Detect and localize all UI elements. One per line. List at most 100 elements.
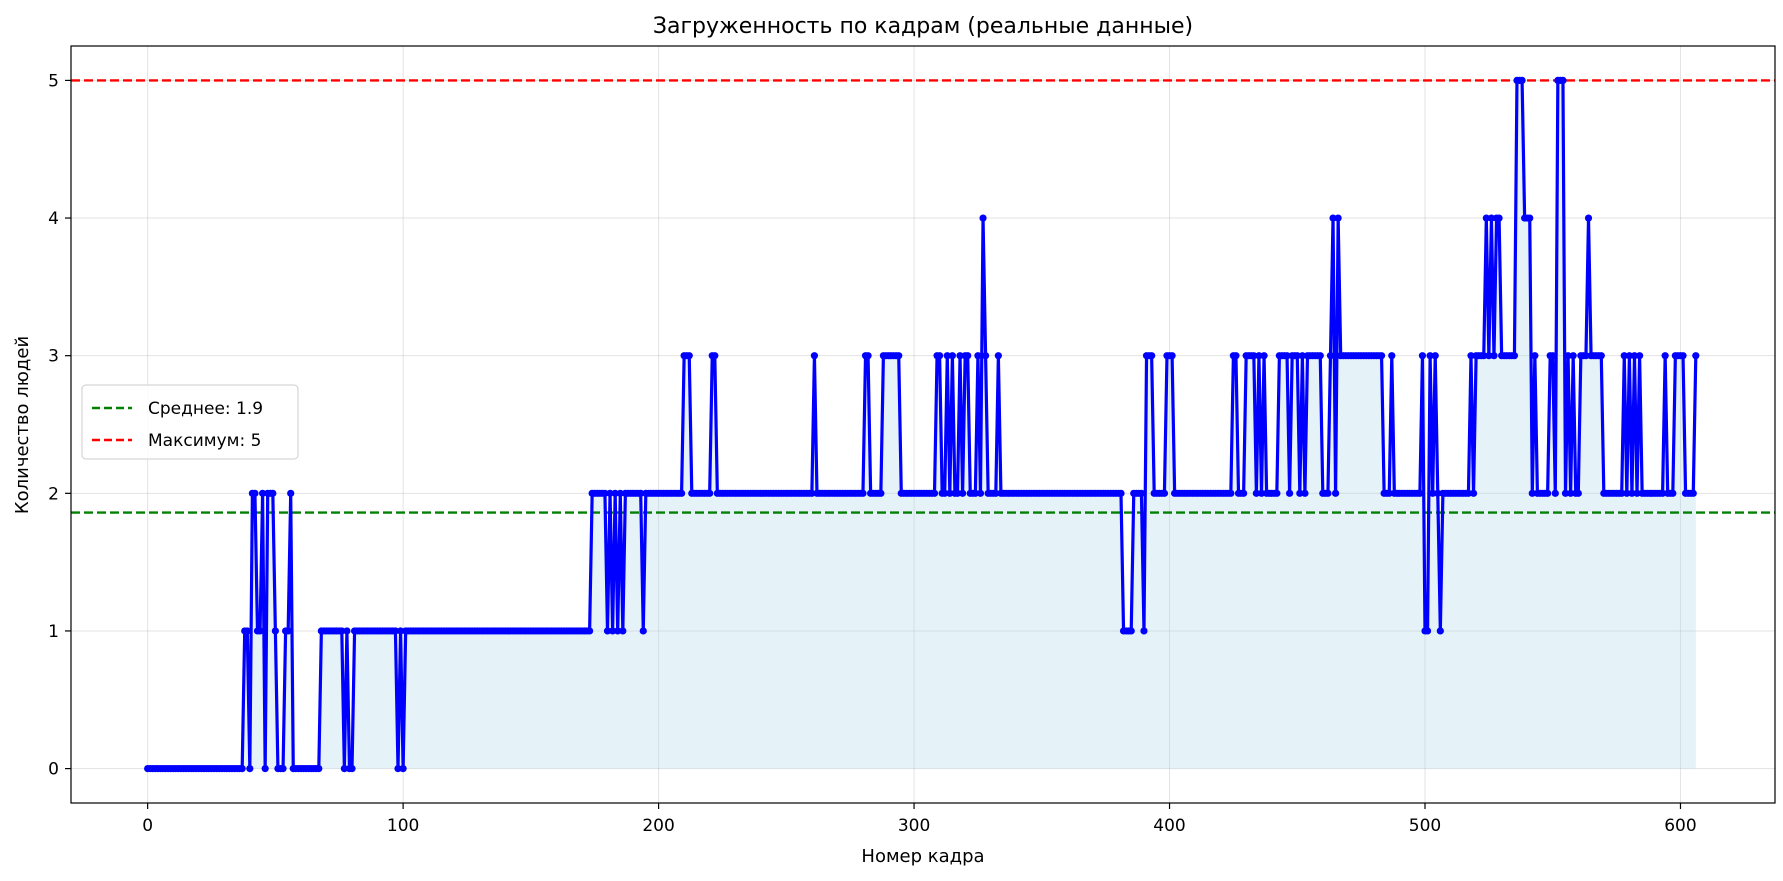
data-point xyxy=(1618,489,1626,497)
data-point xyxy=(1260,352,1268,360)
data-point xyxy=(1597,352,1605,360)
data-point xyxy=(1416,489,1424,497)
data-point xyxy=(609,627,617,635)
data-point xyxy=(1625,352,1633,360)
x-tick-label: 0 xyxy=(142,816,153,836)
series-markers xyxy=(144,76,1700,773)
data-point xyxy=(1168,352,1176,360)
data-point xyxy=(1250,352,1258,360)
data-point xyxy=(399,764,407,773)
y-axis-ticks: 0 1 2 3 4 5 xyxy=(48,71,71,780)
data-point xyxy=(1574,489,1582,497)
data-point xyxy=(1324,489,1332,497)
data-point xyxy=(1296,489,1304,497)
data-point xyxy=(1487,214,1496,222)
plot-frame xyxy=(70,45,1776,804)
y-tick-label: 3 xyxy=(48,347,59,367)
data-point xyxy=(1482,214,1490,222)
data-point xyxy=(976,489,985,497)
data-point xyxy=(1480,352,1488,360)
y-tick-label: 2 xyxy=(48,484,59,504)
data-point xyxy=(1464,489,1473,497)
x-tick-label: 200 xyxy=(642,816,674,836)
data-point xyxy=(394,764,402,773)
data-point xyxy=(1240,489,1248,497)
data-point xyxy=(315,764,323,773)
data-point xyxy=(1326,352,1335,360)
data-point xyxy=(1485,352,1493,360)
data-point xyxy=(1423,627,1432,635)
reference-lines xyxy=(71,79,1775,514)
data-point xyxy=(619,627,627,635)
data-point xyxy=(1286,489,1294,497)
data-point xyxy=(1257,489,1266,497)
data-point xyxy=(711,352,719,360)
data-point xyxy=(1137,489,1146,497)
data-point xyxy=(810,352,819,360)
data-point xyxy=(1661,352,1669,360)
data-point xyxy=(614,627,622,635)
data-point xyxy=(639,627,647,635)
data-point xyxy=(611,489,619,497)
data-point xyxy=(1692,352,1700,360)
data-point xyxy=(343,627,351,635)
y-tick-label: 4 xyxy=(48,209,59,229)
data-point xyxy=(994,352,1002,360)
data-point xyxy=(808,489,816,497)
data-point xyxy=(706,489,714,497)
data-point xyxy=(246,764,254,773)
data-point xyxy=(1316,352,1324,360)
data-point xyxy=(616,489,624,497)
data-point xyxy=(637,489,645,497)
x-tick-label: 100 xyxy=(387,816,419,836)
data-point xyxy=(1623,489,1631,497)
data-point xyxy=(1549,352,1557,360)
data-point xyxy=(1273,489,1281,497)
data-point xyxy=(1669,489,1677,497)
data-point xyxy=(1377,352,1386,360)
data-point xyxy=(1469,489,1478,497)
x-tick-label: 300 xyxy=(898,816,930,836)
x-axis-label: Номер кадра xyxy=(861,846,984,867)
data-point xyxy=(930,489,939,497)
data-point xyxy=(251,489,259,497)
data-point xyxy=(396,627,405,635)
data-point xyxy=(1531,352,1539,360)
data-point xyxy=(1559,76,1567,85)
data-point xyxy=(1658,489,1667,497)
data-point xyxy=(338,627,346,635)
data-point xyxy=(340,764,348,773)
data-point xyxy=(895,352,903,360)
data-point xyxy=(1388,352,1396,360)
data-point xyxy=(243,627,251,635)
data-point xyxy=(1636,352,1644,360)
data-point xyxy=(992,489,1000,497)
data-point xyxy=(1495,214,1503,222)
data-point xyxy=(1434,489,1442,497)
data-point xyxy=(1518,76,1526,85)
legend: Среднее: 1.9 Максимум: 5 xyxy=(81,384,299,460)
area-fill xyxy=(147,80,1696,769)
data-point xyxy=(1630,352,1639,360)
data-point xyxy=(864,352,872,360)
data-point xyxy=(1117,489,1125,497)
y-tick-label: 1 xyxy=(48,622,59,642)
data-point xyxy=(1418,352,1427,360)
data-point xyxy=(1582,352,1590,360)
y-tick-label: 0 xyxy=(48,760,59,780)
data-point xyxy=(1293,352,1301,360)
data-point xyxy=(1564,352,1572,360)
y-tick-label: 5 xyxy=(48,71,59,91)
data-point xyxy=(959,489,967,497)
data-point xyxy=(1561,489,1570,497)
data-point xyxy=(946,489,954,497)
x-tick-label: 600 xyxy=(1664,816,1696,836)
data-point xyxy=(279,764,287,773)
data-point xyxy=(1329,214,1337,222)
data-point xyxy=(859,489,867,497)
data-point xyxy=(1551,489,1559,497)
data-point xyxy=(271,627,279,635)
data-point xyxy=(259,489,267,497)
x-axis-ticks: 0 100 200 300 400 500 600 xyxy=(142,803,1697,836)
data-point xyxy=(956,352,964,360)
